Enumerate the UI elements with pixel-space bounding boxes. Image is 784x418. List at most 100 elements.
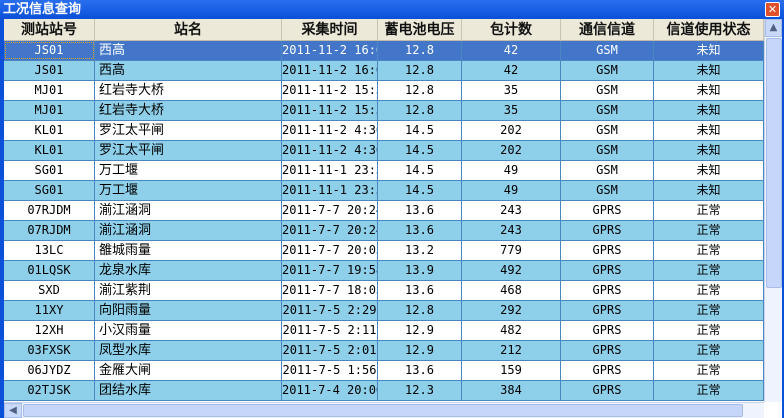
table-cell[interactable]: 红岩寺大桥 bbox=[95, 81, 282, 100]
table-cell[interactable]: 12.9 bbox=[378, 321, 462, 340]
table-cell[interactable]: 243 bbox=[462, 201, 561, 220]
table-cell[interactable]: 12.8 bbox=[378, 301, 462, 320]
table-row[interactable]: SXD 湔江紫荆 2011-7-7 18:05 13.6 468 GPRS 正常 bbox=[4, 281, 764, 301]
table-cell[interactable]: 未知 bbox=[654, 121, 764, 140]
table-cell[interactable]: 12.8 bbox=[378, 61, 462, 80]
table-cell[interactable]: 2011-11-2 4:36 bbox=[282, 141, 378, 160]
column-header[interactable]: 站名 bbox=[95, 19, 282, 40]
table-cell[interactable]: 未知 bbox=[654, 81, 764, 100]
table-cell[interactable]: 02TJSK bbox=[4, 381, 95, 400]
table-row[interactable]: KL01 罗江太平闸 2011-11-2 4:36 14.5 202 GSM 未知 bbox=[4, 141, 764, 161]
table-cell[interactable]: 西高 bbox=[95, 41, 282, 60]
table-cell[interactable]: 292 bbox=[462, 301, 561, 320]
table-cell[interactable]: 12XH bbox=[4, 321, 95, 340]
table-cell[interactable]: 42 bbox=[462, 61, 561, 80]
table-row[interactable]: 12XH 小汉雨量 2011-7-5 2:11 12.9 482 GPRS 正常 bbox=[4, 321, 764, 341]
table-cell[interactable]: 2011-11-1 23:53 bbox=[282, 181, 378, 200]
table-cell[interactable]: GPRS bbox=[561, 321, 654, 340]
table-cell[interactable]: GPRS bbox=[561, 341, 654, 360]
table-cell[interactable]: 202 bbox=[462, 121, 561, 140]
table-cell[interactable]: 金雁大闸 bbox=[95, 361, 282, 380]
table-cell[interactable]: 万工堰 bbox=[95, 181, 282, 200]
table-cell[interactable]: GPRS bbox=[561, 361, 654, 380]
table-cell[interactable]: 西高 bbox=[95, 61, 282, 80]
table-cell[interactable]: 14.5 bbox=[378, 121, 462, 140]
table-cell[interactable]: 正常 bbox=[654, 221, 764, 240]
table-cell[interactable]: 2011-7-5 2:01 bbox=[282, 341, 378, 360]
table-cell[interactable]: 14.5 bbox=[378, 181, 462, 200]
table-row[interactable]: 06JYDZ 金雁大闸 2011-7-5 1:56 13.6 159 GPRS 正常 bbox=[4, 361, 764, 381]
table-cell[interactable]: KL01 bbox=[4, 121, 95, 140]
table-cell[interactable]: GSM bbox=[561, 161, 654, 180]
table-cell[interactable]: GSM bbox=[561, 41, 654, 60]
table-row[interactable]: 03FXSK 凤型水库 2011-7-5 2:01 12.9 212 GPRS 正常 bbox=[4, 341, 764, 361]
vertical-scroll-thumb[interactable] bbox=[766, 38, 782, 288]
table-cell[interactable]: 779 bbox=[462, 241, 561, 260]
table-cell[interactable]: 13.6 bbox=[378, 201, 462, 220]
table-cell[interactable]: 正常 bbox=[654, 301, 764, 320]
table-cell[interactable]: 2011-11-2 15:59 bbox=[282, 101, 378, 120]
table-cell[interactable]: 未知 bbox=[654, 141, 764, 160]
table-cell[interactable]: 49 bbox=[462, 181, 561, 200]
table-cell[interactable]: GSM bbox=[561, 101, 654, 120]
table-cell[interactable]: 团结水库 bbox=[95, 381, 282, 400]
table-cell[interactable]: 2011-11-1 23:53 bbox=[282, 161, 378, 180]
table-cell[interactable]: 正常 bbox=[654, 241, 764, 260]
table-cell[interactable]: 42 bbox=[462, 41, 561, 60]
table-cell[interactable]: 14.5 bbox=[378, 161, 462, 180]
vertical-scrollbar[interactable]: ▲ bbox=[764, 19, 782, 402]
table-cell[interactable]: 06JYDZ bbox=[4, 361, 95, 380]
table-cell[interactable]: 向阳雨量 bbox=[95, 301, 282, 320]
table-cell[interactable]: 2011-7-5 2:11 bbox=[282, 321, 378, 340]
table-cell[interactable]: 湔江涵洞 bbox=[95, 201, 282, 220]
table-cell[interactable]: 正常 bbox=[654, 341, 764, 360]
table-row[interactable]: 11XY 向阳雨量 2011-7-5 2:29 12.8 292 GPRS 正常 bbox=[4, 301, 764, 321]
table-cell[interactable]: 13.2 bbox=[378, 241, 462, 260]
table-cell[interactable]: GSM bbox=[561, 141, 654, 160]
column-header[interactable]: 测站站号 bbox=[4, 19, 95, 40]
table-cell[interactable]: 12.9 bbox=[378, 341, 462, 360]
table-cell[interactable]: GPRS bbox=[561, 241, 654, 260]
table-cell[interactable]: SG01 bbox=[4, 161, 95, 180]
table-cell[interactable]: 2011-7-5 1:56 bbox=[282, 361, 378, 380]
column-header[interactable]: 蓄电池电压 bbox=[378, 19, 462, 40]
table-cell[interactable]: 13.6 bbox=[378, 281, 462, 300]
table-cell[interactable]: 2011-11-2 4:36 bbox=[282, 121, 378, 140]
table-cell[interactable]: GSM bbox=[561, 121, 654, 140]
table-cell[interactable]: 13.9 bbox=[378, 261, 462, 280]
table-cell[interactable]: 482 bbox=[462, 321, 561, 340]
table-row[interactable]: KL01 罗江太平闸 2011-11-2 4:36 14.5 202 GSM 未知 bbox=[4, 121, 764, 141]
table-cell[interactable]: GSM bbox=[561, 61, 654, 80]
close-icon[interactable]: ✕ bbox=[765, 2, 780, 17]
table-cell[interactable]: 13.6 bbox=[378, 221, 462, 240]
column-header[interactable]: 通信信道 bbox=[561, 19, 654, 40]
table-cell[interactable]: GSM bbox=[561, 81, 654, 100]
table-cell[interactable]: 正常 bbox=[654, 361, 764, 380]
table-cell[interactable]: SG01 bbox=[4, 181, 95, 200]
table-cell[interactable]: 罗江太平闸 bbox=[95, 121, 282, 140]
table-cell[interactable]: 2011-7-4 20:00 bbox=[282, 381, 378, 400]
table-cell[interactable]: 12.8 bbox=[378, 41, 462, 60]
table-cell[interactable]: 12.3 bbox=[378, 381, 462, 400]
table-cell[interactable]: 2011-11-2 15:59 bbox=[282, 81, 378, 100]
table-cell[interactable]: 2011-11-2 16:02 bbox=[282, 61, 378, 80]
table-cell[interactable]: 正常 bbox=[654, 381, 764, 400]
table-cell[interactable]: 凤型水库 bbox=[95, 341, 282, 360]
horizontal-scrollbar[interactable]: ◀ bbox=[4, 402, 764, 418]
table-row[interactable]: 02TJSK 团结水库 2011-7-4 20:00 12.3 384 GPRS 正常 bbox=[4, 381, 764, 401]
table-cell[interactable]: 未知 bbox=[654, 41, 764, 60]
table-cell[interactable]: 2011-7-7 18:05 bbox=[282, 281, 378, 300]
table-cell[interactable]: 龙泉水库 bbox=[95, 261, 282, 280]
table-cell[interactable]: 万工堰 bbox=[95, 161, 282, 180]
table-cell[interactable]: 2011-7-5 2:29 bbox=[282, 301, 378, 320]
table-cell[interactable]: 2011-11-2 16:02 bbox=[282, 41, 378, 60]
table-cell[interactable]: GPRS bbox=[561, 221, 654, 240]
table-cell[interactable]: 35 bbox=[462, 81, 561, 100]
table-cell[interactable]: 湔江涵洞 bbox=[95, 221, 282, 240]
column-header[interactable]: 包计数 bbox=[462, 19, 561, 40]
table-cell[interactable]: MJ01 bbox=[4, 81, 95, 100]
